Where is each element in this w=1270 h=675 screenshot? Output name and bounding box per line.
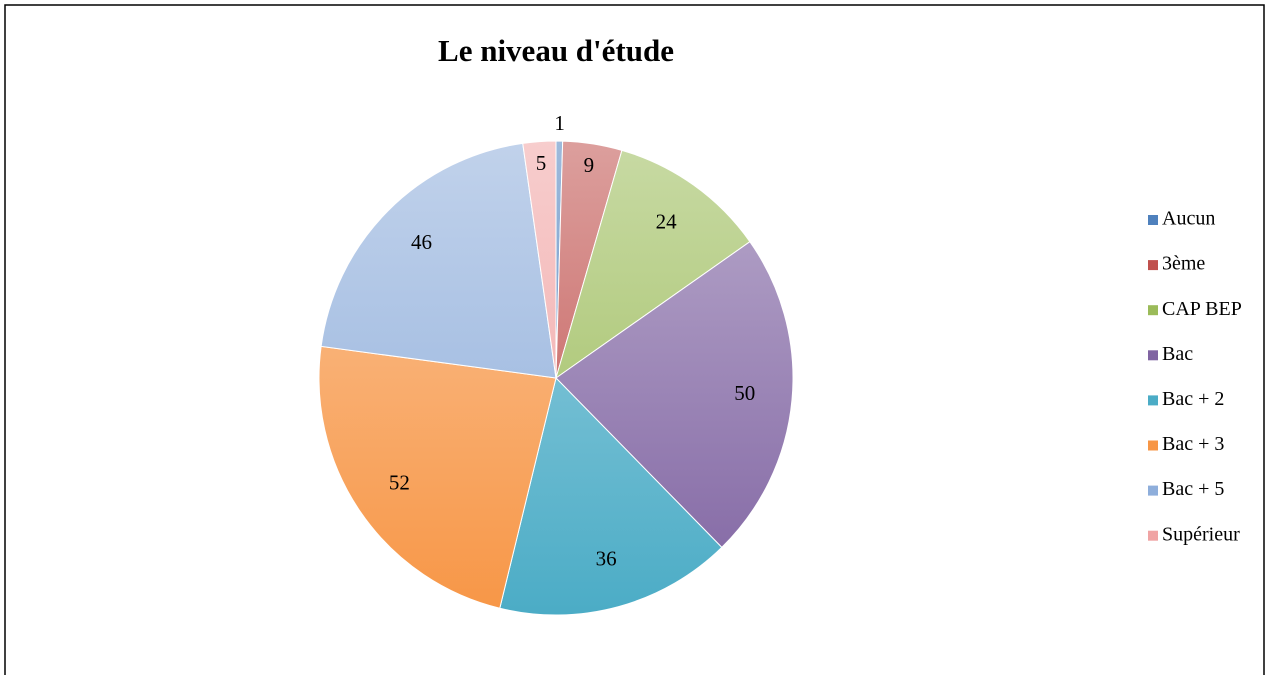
legend-swatch: [1148, 260, 1158, 271]
legend-label: Bac: [1162, 343, 1193, 365]
legend-label: Bac + 3: [1162, 433, 1224, 455]
legend-swatch: [1148, 395, 1158, 406]
data-label: 24: [656, 209, 678, 233]
legend-swatch: [1148, 305, 1158, 316]
legend-swatch: [1148, 440, 1158, 451]
data-label: 52: [389, 471, 410, 495]
legend-label: CAP BEP: [1162, 298, 1242, 320]
pie-slice: [522, 140, 557, 379]
chart-title: Le niveau d'étude: [438, 33, 674, 68]
data-label: 50: [734, 381, 755, 405]
pie-slice: [499, 377, 723, 616]
data-label: 46: [411, 230, 432, 254]
pie-slice: [318, 345, 557, 609]
legend-label: 3ème: [1162, 253, 1205, 275]
data-label: 36: [596, 547, 617, 571]
legend-label: Bac + 5: [1162, 478, 1224, 500]
legend-label: Supérieur: [1162, 523, 1240, 545]
pie-slice: [555, 149, 751, 380]
data-label: 9: [584, 153, 595, 177]
legend-swatch: [1148, 350, 1158, 361]
data-label: 1: [554, 111, 565, 135]
legend-swatch: [1148, 215, 1158, 225]
data-label: 5: [536, 151, 547, 175]
legend-swatch: [1148, 485, 1158, 496]
legend-label: Bac + 2: [1162, 388, 1224, 410]
pie-slice: [555, 240, 794, 549]
legend-label: Aucun: [1162, 208, 1215, 230]
pie-slice: [320, 142, 557, 379]
legend-swatch: [1148, 530, 1158, 541]
chart-frame: [4, 4, 1265, 675]
